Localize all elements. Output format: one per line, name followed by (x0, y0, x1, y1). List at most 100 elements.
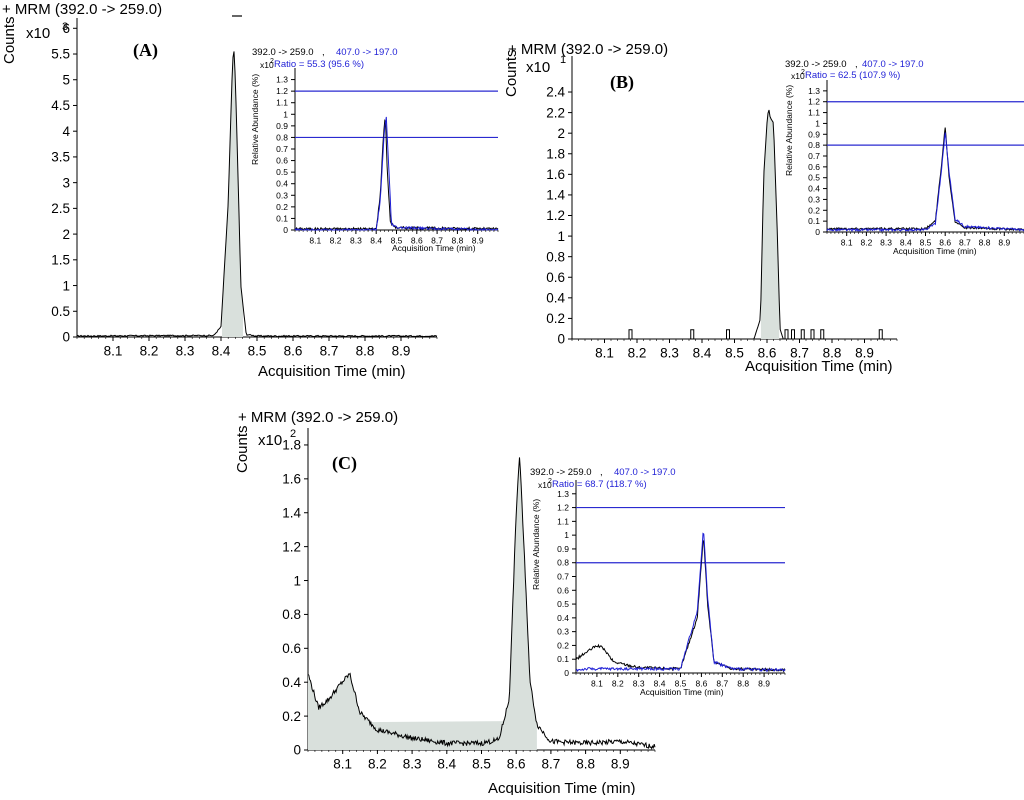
inset-a-y-tick-label: 0.1 (276, 213, 288, 223)
chart-b-x-tick-label: 8.5 (725, 346, 744, 361)
chart-c-y-tick-label: 0.2 (282, 709, 301, 724)
inset-b-x-tick-label: 8.5 (920, 238, 932, 248)
chart-b-y-tick-label: 2.2 (546, 105, 565, 120)
panel-a-ylabel: Counts (1, 16, 18, 64)
inset-a-y-tick-label: 0.3 (276, 190, 288, 200)
chart-b-y-tick-label: 0.6 (546, 270, 565, 285)
chart-b-x-tick-label: 8.7 (790, 346, 809, 361)
chart-c-y-tick-label: 0.8 (282, 607, 301, 622)
inset-b-sep: , (855, 59, 858, 70)
inset-b-exponent: 2 (801, 69, 805, 76)
inset-c-transition-blue: 407.0 -> 197.0 (614, 467, 676, 478)
inset-b-y-tick-label: 0.9 (808, 129, 820, 139)
panel-b-inset: 392.0 -> 259.0 , 407.0 -> 197.0 Ratio = … (784, 59, 1024, 256)
chart-c-x-tick-label: 8.1 (333, 757, 352, 772)
chart-a-peak-fill (222, 51, 243, 338)
inset-a-y-tick-label: 1 (283, 109, 288, 119)
inset-c-y-tick-label: 1.2 (557, 503, 569, 513)
inset-b-y-tick-label: 0.2 (808, 205, 820, 215)
inset-b-y-tick-label: 1.1 (808, 108, 820, 118)
chart-c-y-tick-label: 1.2 (282, 539, 301, 554)
chart-c-y-tick-label: 1.6 (282, 472, 301, 487)
inset-a-x-tick-label: 8.9 (472, 236, 484, 246)
panel-a-xlabel: Acquisition Time (min) (258, 363, 406, 380)
chart-c-y-tick-label: 0.6 (282, 641, 301, 656)
panel-c-xlabel: Acquisition Time (min) (488, 780, 636, 795)
inset-a-qual-trace (294, 116, 499, 232)
inset-a-ylabel: Relative Abundance (%) (250, 74, 260, 165)
chart-c-y-tick-label: 1.4 (282, 505, 301, 520)
chart-a-y-tick-label: 3 (62, 175, 70, 190)
inset-b-x-tick-label: 8.2 (860, 238, 872, 248)
inset-b-y-tick-label: 0.7 (808, 151, 820, 161)
inset-c-transition-black: 392.0 -> 259.0 (530, 467, 592, 478)
inset-a-y-tick-label: 0 (283, 225, 288, 235)
panel-c-multiplier: x10 (258, 432, 282, 449)
inset-b-y-tick-label: 0.4 (808, 184, 820, 194)
inset-b-x-tick-label: 8.9 (998, 238, 1010, 248)
chart-a-x-tick-label: 8.6 (284, 344, 303, 359)
inset-c-x-tick-label: 8.7 (716, 679, 728, 689)
chart-a-y-tick-label: 2.5 (51, 201, 70, 216)
inset-b-y-tick-label: 0.6 (808, 162, 820, 172)
chart-b-y-tick-label: 0.4 (546, 291, 565, 306)
chart-a-x-tick-label: 8.2 (140, 344, 159, 359)
inset-a-exponent: 2 (270, 58, 274, 65)
inset-a-y-tick-label: 1.2 (276, 86, 288, 96)
panel-b-exponent: 1 (560, 54, 566, 66)
inset-a-x-tick-label: 8.8 (451, 236, 463, 246)
inset-a-x-tick-label: 8.6 (411, 236, 423, 246)
panel-c-header: + MRM (392.0 -> 259.0) (238, 409, 398, 426)
inset-c-x-tick-label: 8.2 (612, 679, 624, 689)
panel-a-exponent: 3 (62, 21, 68, 33)
inset-c-xlabel: Acquisition Time (min) (640, 687, 724, 697)
inset-c-y-tick-label: 0.7 (557, 571, 569, 581)
chart-b-spike (726, 329, 730, 339)
chart-c-y-tick-label: 0 (293, 743, 301, 758)
inset-b-xlabel: Acquisition Time (min) (893, 246, 977, 256)
inset-a-y-tick-label: 1.3 (276, 75, 288, 85)
chart-b-x-tick-label: 8.2 (628, 346, 647, 361)
panel-c-label: (C) (332, 453, 357, 474)
inset-b-y-tick-label: 0 (815, 227, 820, 237)
inset-a-y-tick-label: 0.6 (276, 156, 288, 166)
inset-a-y-tick-label: 0.5 (276, 167, 288, 177)
inset-c-y-tick-label: 0 (564, 668, 569, 678)
inset-a-transition-blue: 407.0 -> 197.0 (336, 47, 398, 58)
inset-b-x-tick-label: 8.1 (841, 238, 853, 248)
inset-c-x-tick-label: 8.1 (591, 679, 603, 689)
chart-c-x-tick-label: 8.9 (611, 757, 630, 772)
inset-c-ylabel: Relative Abundance (%) (531, 499, 541, 590)
chart-b-y-tick-label: 1 (557, 229, 565, 244)
chart-c-x-tick-label: 8.3 (403, 757, 422, 772)
chart-b-x-tick-label: 8.1 (595, 346, 614, 361)
inset-b-x-tick-label: 8.8 (979, 238, 991, 248)
inset-a-plot: 0 0.10.2 0.30.4 0.50.6 0.7 0.80.9 11.1 1.21.3 8.… (276, 68, 499, 246)
chart-c-y-tick-label: 1 (293, 573, 301, 588)
chart-a-y-tick-label: 5 (62, 72, 70, 87)
chart-b-y-tick-label: 0 (557, 332, 565, 347)
chart-a-trace (76, 51, 438, 338)
inset-c-y-tick-label: 0.2 (557, 640, 569, 650)
inset-b-x-tick-label: 8.3 (880, 238, 892, 248)
inset-c-x-tick-label: 8.9 (758, 679, 770, 689)
chart-c-x-tick-label: 8.7 (542, 757, 561, 772)
panel-b-ylabel: Counts (503, 49, 520, 97)
chart-a-y-tick-label: 4.5 (51, 98, 70, 113)
chart-b-x-tick-label: 8.6 (758, 346, 777, 361)
inset-b-y-tick-label: 1.2 (808, 97, 820, 107)
chart-a-y-tick-label: 0 (62, 330, 70, 345)
inset-b-x-tick-label: 8.4 (900, 238, 912, 248)
inset-c-y-tick-label: 1 (564, 530, 569, 540)
inset-a-x-tick-label: 8.3 (350, 236, 362, 246)
inset-c-y-tick-label: 1.1 (557, 516, 569, 526)
panel-b-plot: 0 0.2 0.4 0.6 0.8 1 1.2 1.4 1.6 1.8 2 2.2 2.4 8.1 8.2 8… (546, 56, 898, 361)
panel-a-label: (A) (133, 40, 158, 61)
chart-b-y-tick-label: 0.8 (546, 249, 565, 264)
chart-b-y-tick-label: 1.6 (546, 167, 565, 182)
panel-a: + MRM (392.0 -> 259.0) Counts x10 3 (A) … (1, 1, 499, 380)
panel-c-inset: 392.0 -> 259.0 , 407.0 -> 197.0 Ratio = … (530, 467, 786, 697)
inset-c-y-tick-label: 1.3 (557, 489, 569, 499)
chart-a-y-tick-label: 2 (62, 227, 70, 242)
inset-a-xlabel: Acquisition Time (min) (392, 243, 476, 253)
